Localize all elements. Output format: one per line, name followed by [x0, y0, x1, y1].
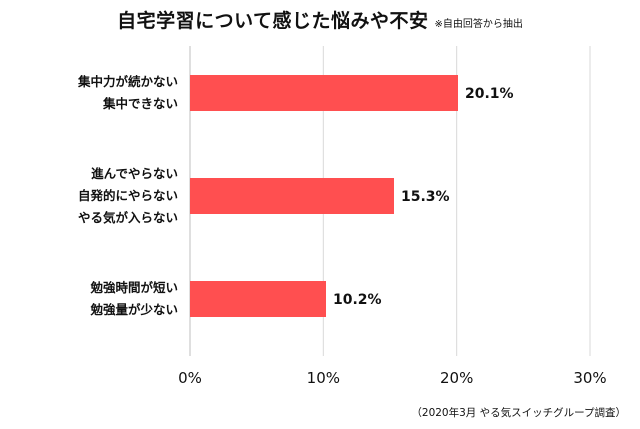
category-label: 進んでやらない: [91, 166, 178, 181]
x-tick-label: 0%: [178, 369, 202, 387]
source-note: （2020年3月 やる気スイッチグループ調査）: [411, 407, 626, 419]
bar: [190, 178, 394, 214]
title-row: 自宅学習について感じた悩みや不安 ※自由回答から抽出: [0, 6, 640, 33]
x-tick-label: 30%: [573, 369, 606, 387]
x-tick-label: 10%: [307, 369, 340, 387]
category-label: 自発的にやらない: [78, 188, 178, 203]
value-label: 10.2%: [333, 292, 382, 308]
category-label: やる気が入らない: [78, 210, 178, 225]
value-label: 15.3%: [401, 189, 450, 205]
x-tick-label: 20%: [440, 369, 473, 387]
bar: [190, 281, 326, 317]
chart-title: 自宅学習について感じた悩みや不安: [117, 10, 429, 32]
chart-note: ※自由回答から抽出: [434, 19, 523, 30]
category-label: 集中力が続かない: [77, 74, 178, 89]
bar: [190, 75, 458, 111]
category-label: 勉強量が少ない: [89, 302, 178, 317]
value-label: 20.1%: [465, 86, 514, 102]
category-label: 勉強時間が短い: [89, 280, 178, 295]
category-label: 集中できない: [102, 96, 178, 111]
